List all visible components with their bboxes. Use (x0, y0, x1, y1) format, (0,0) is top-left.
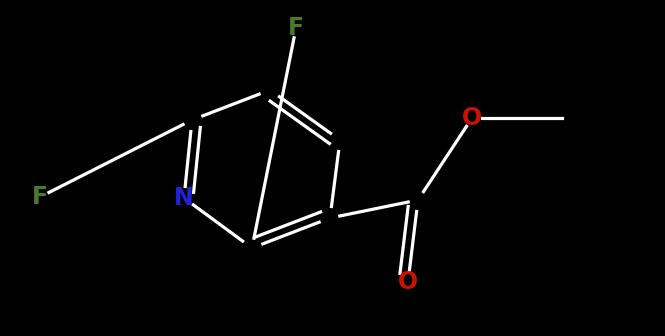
Text: O: O (398, 270, 418, 294)
Text: F: F (32, 185, 48, 209)
Text: N: N (174, 186, 194, 210)
Text: F: F (288, 16, 304, 40)
Text: O: O (462, 106, 482, 130)
